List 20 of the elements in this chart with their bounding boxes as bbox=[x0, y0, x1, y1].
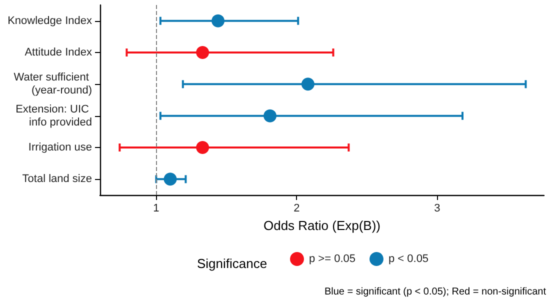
legend-label: p >= 0.05 bbox=[309, 253, 356, 265]
y-tick-label: Irrigation use bbox=[28, 142, 92, 154]
point bbox=[301, 78, 314, 91]
text: Blue = significant (p < 0.05); Red = non-significant bbox=[324, 286, 546, 298]
x-axis-title: Odds Ratio (Exp(B)) bbox=[263, 218, 381, 233]
y-tick-label: Total land size bbox=[22, 173, 92, 186]
y-tick-label: Extension: UIC info provided bbox=[16, 103, 92, 128]
point bbox=[196, 46, 210, 59]
x-tick-label: 2 bbox=[294, 202, 300, 214]
point bbox=[196, 141, 210, 154]
x-tick-label: 3 bbox=[434, 202, 440, 214]
legend-title: Significance bbox=[197, 256, 268, 271]
point bbox=[164, 172, 177, 186]
x-tick-label: 1 bbox=[153, 202, 160, 214]
point bbox=[212, 14, 225, 28]
y-tick-label: Water sufficient (year-round) bbox=[14, 72, 92, 97]
y-tick-label: Knowledge Index bbox=[8, 14, 92, 27]
y-tick-label: Attitude Index bbox=[24, 46, 92, 58]
legend-label: p < 0.05 bbox=[388, 253, 429, 265]
point bbox=[264, 109, 277, 122]
